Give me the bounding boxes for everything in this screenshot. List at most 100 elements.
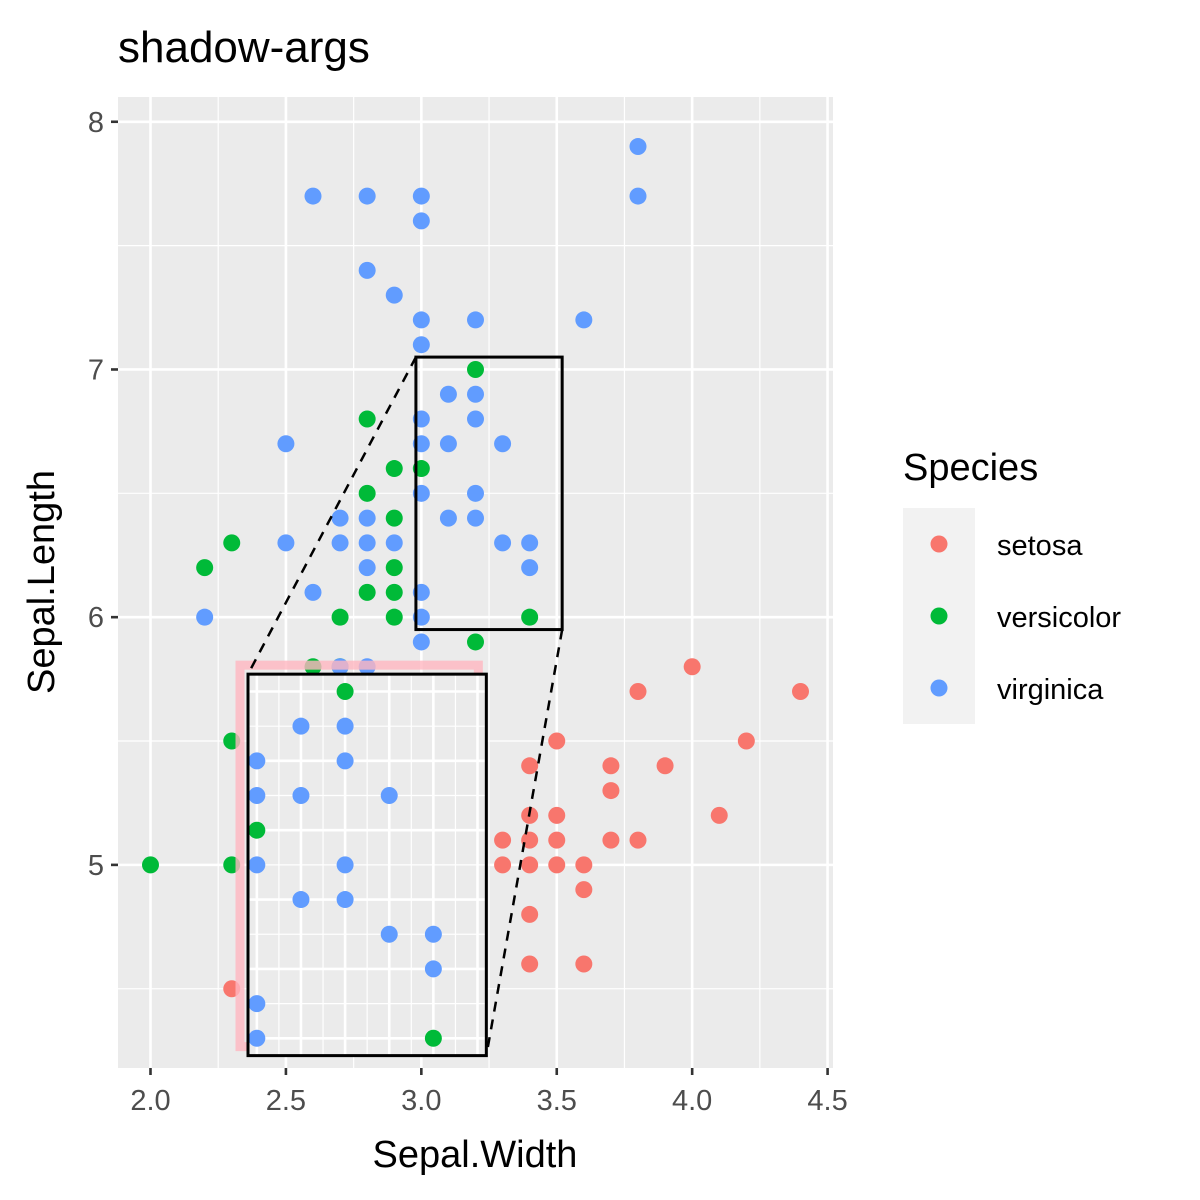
data-point-setosa: [521, 831, 539, 849]
data-point-setosa: [629, 682, 647, 700]
data-point-setosa: [521, 856, 539, 874]
x-tick-label: 4.0: [672, 1085, 712, 1117]
x-tick-label: 2.0: [130, 1085, 170, 1117]
data-point-setosa: [548, 856, 566, 874]
data-point-versicolor: [358, 583, 376, 601]
legend-label: versicolor: [997, 602, 1121, 634]
data-point-virginica: [467, 509, 484, 527]
data-point-setosa: [548, 732, 566, 750]
inset-point-virginica: [336, 717, 354, 735]
inset-point-versicolor: [248, 821, 266, 839]
data-point-setosa: [521, 905, 539, 923]
data-point-virginica: [358, 261, 376, 279]
data-point-versicolor: [521, 608, 539, 626]
data-point-versicolor: [385, 608, 403, 626]
y-tick-label: 7: [88, 354, 104, 386]
data-point-setosa: [602, 831, 620, 849]
x-tick-label: 2.5: [266, 1085, 306, 1117]
legend-label: setosa: [997, 530, 1083, 562]
inset-point-virginica: [336, 891, 354, 909]
inset-point-virginica: [424, 925, 442, 943]
data-point-virginica: [412, 187, 430, 205]
data-point-setosa: [548, 806, 566, 824]
y-tick-label: 8: [88, 107, 104, 139]
inset-point-versicolor: [424, 1029, 442, 1047]
data-point-setosa: [683, 658, 701, 676]
data-point-setosa: [575, 856, 593, 874]
data-point-setosa: [602, 757, 620, 775]
data-point-virginica: [575, 311, 593, 329]
data-point-setosa: [737, 732, 755, 750]
inset-grid-lines: [248, 674, 487, 1056]
data-point-virginica: [467, 385, 484, 403]
data-point-versicolor: [385, 460, 403, 478]
x-axis-title: Sepal.Width: [373, 1134, 578, 1176]
zoom-annotation: [235, 355, 564, 1058]
data-point-virginica: [467, 484, 484, 502]
data-point-virginica: [439, 385, 457, 403]
y-axis-title: Sepal.Length: [21, 470, 63, 694]
data-point-versicolor: [358, 484, 376, 502]
data-point-virginica: [358, 559, 376, 577]
data-point-virginica: [331, 534, 349, 552]
data-point-virginica: [412, 311, 430, 329]
data-point-setosa: [710, 806, 728, 824]
inset-point-virginica: [248, 787, 266, 805]
data-point-setosa: [629, 831, 647, 849]
data-point-versicolor: [331, 608, 349, 626]
data-point-versicolor: [142, 856, 159, 874]
x-tick-label: 3.5: [537, 1085, 577, 1117]
legend-label: virginica: [997, 674, 1104, 706]
data-point-virginica: [467, 311, 484, 329]
inset-point-virginica: [424, 960, 442, 978]
data-point-setosa: [602, 782, 620, 800]
legend-key-virginica: [930, 679, 948, 697]
data-point-virginica: [412, 633, 430, 651]
inset-point-virginica: [248, 752, 266, 770]
data-point-setosa: [494, 856, 512, 874]
data-point-virginica: [521, 559, 539, 577]
data-point-virginica: [629, 138, 647, 156]
data-point-virginica: [521, 534, 539, 552]
data-point-versicolor: [467, 633, 484, 651]
inset-point-versicolor: [336, 682, 354, 700]
data-point-virginica: [304, 187, 322, 205]
data-point-virginica: [358, 509, 376, 527]
x-tick-label: 4.5: [807, 1085, 847, 1117]
zoom-region-box: [414, 355, 564, 632]
data-point-setosa: [494, 831, 512, 849]
legend-key-setosa: [930, 535, 948, 553]
inset-point-virginica: [292, 891, 310, 909]
data-point-setosa: [521, 955, 539, 973]
data-point-virginica: [331, 509, 349, 527]
inset-point-virginica: [248, 995, 266, 1013]
inset-data-points: [248, 682, 442, 1047]
data-point-setosa: [792, 682, 809, 700]
data-point-virginica: [629, 187, 647, 205]
data-point-virginica: [385, 534, 403, 552]
data-point-virginica: [467, 410, 484, 428]
data-point-setosa: [548, 831, 566, 849]
legend-key-versicolor: [930, 607, 948, 625]
inset-border: [246, 672, 488, 1058]
data-point-virginica: [304, 583, 322, 601]
data-point-virginica: [494, 534, 512, 552]
inset-point-virginica: [292, 717, 310, 735]
legend: Species setosa versicolor virginica: [903, 447, 1121, 724]
data-point-virginica: [494, 435, 512, 453]
data-point-setosa: [575, 881, 593, 899]
data-point-virginica: [439, 509, 457, 527]
data-point-virginica: [385, 286, 403, 304]
data-point-virginica: [277, 534, 295, 552]
data-point-setosa: [521, 757, 539, 775]
data-point-virginica: [358, 534, 376, 552]
data-point-virginica: [277, 435, 295, 453]
data-point-setosa: [575, 955, 593, 973]
data-point-versicolor: [385, 509, 403, 527]
y-tick-label: 5: [88, 850, 104, 882]
y-tick-label: 6: [88, 602, 104, 634]
legend-title: Species: [903, 447, 1038, 489]
data-point-setosa: [656, 757, 674, 775]
x-axis: 2.0 2.5 3.0 3.5 4.0 4.5: [130, 1068, 848, 1117]
